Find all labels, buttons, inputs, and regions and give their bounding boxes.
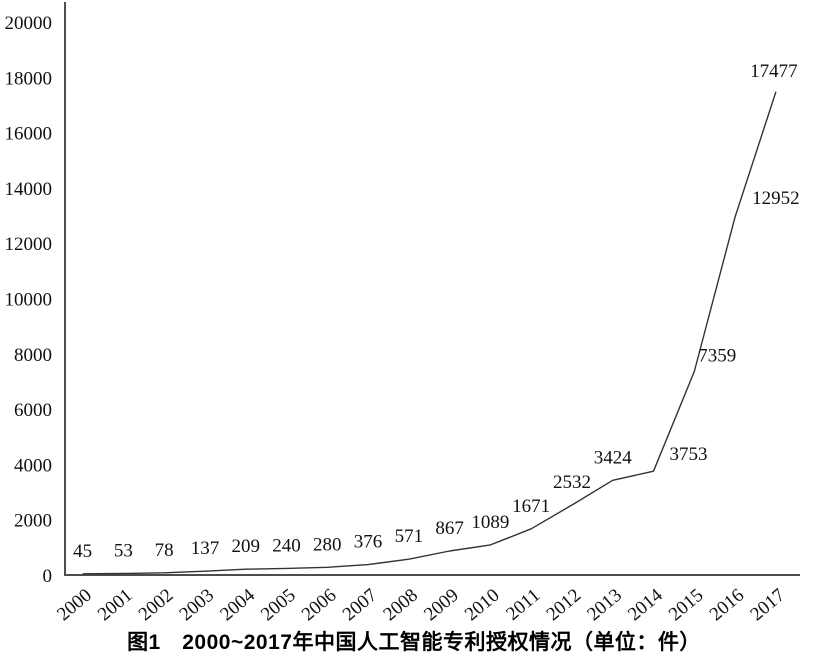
y-tick-label: 8000 bbox=[14, 345, 52, 366]
x-tick-label: 2017 bbox=[746, 585, 789, 622]
x-tick-label: 2004 bbox=[216, 584, 259, 622]
data-point-label: 376 bbox=[354, 532, 383, 553]
data-point-label: 280 bbox=[313, 534, 342, 555]
data-point-label: 17477 bbox=[750, 61, 798, 82]
data-point-label: 12952 bbox=[752, 188, 800, 209]
data-point-label: 1089 bbox=[471, 512, 509, 533]
y-tick-label: 16000 bbox=[5, 124, 53, 145]
y-tick-label: 2000 bbox=[14, 511, 52, 532]
x-tick-label: 2009 bbox=[420, 585, 463, 622]
x-tick-label: 2008 bbox=[379, 585, 422, 622]
data-point-label: 45 bbox=[73, 541, 92, 562]
data-point-label: 7359 bbox=[698, 346, 736, 367]
x-tick-label: 2006 bbox=[298, 585, 341, 622]
data-point-label: 53 bbox=[114, 541, 133, 562]
x-tick-label: 2007 bbox=[339, 585, 382, 622]
x-tick-label: 2012 bbox=[543, 585, 586, 622]
data-point-label: 209 bbox=[231, 536, 260, 557]
line-chart: 0200040006000800010000120001400016000180… bbox=[5, 2, 800, 622]
x-tick-label: 2011 bbox=[502, 585, 544, 622]
data-point-label: 3753 bbox=[670, 444, 708, 465]
data-point-label: 2532 bbox=[553, 472, 591, 493]
chart-caption: 图1 2000~2017年中国人工智能专利授权情况（单位：件） bbox=[127, 631, 701, 654]
x-tick-label: 2015 bbox=[665, 585, 708, 622]
y-tick-label: 6000 bbox=[14, 400, 52, 421]
x-tick-label: 2001 bbox=[94, 585, 137, 622]
x-tick-label: 2013 bbox=[583, 585, 626, 622]
x-tick-label: 2002 bbox=[135, 585, 178, 622]
y-tick-label: 18000 bbox=[5, 68, 53, 89]
data-point-label: 3424 bbox=[594, 447, 633, 468]
data-point-label: 1671 bbox=[512, 496, 550, 517]
y-tick-label: 20000 bbox=[5, 13, 53, 34]
y-tick-label: 0 bbox=[43, 566, 53, 587]
y-tick-label: 4000 bbox=[14, 455, 52, 476]
data-point-label: 137 bbox=[191, 538, 220, 559]
x-tick-label: 2000 bbox=[53, 585, 96, 622]
x-tick-label: 2005 bbox=[257, 585, 300, 622]
x-tick-label: 2003 bbox=[176, 585, 219, 622]
y-tick-label: 10000 bbox=[5, 290, 53, 311]
data-point-label: 867 bbox=[435, 518, 464, 539]
y-tick-label: 14000 bbox=[5, 179, 53, 200]
data-line bbox=[82, 91, 777, 575]
data-point-label: 78 bbox=[155, 540, 174, 561]
x-tick-label: 2014 bbox=[624, 584, 667, 622]
x-tick-label: 2010 bbox=[461, 585, 504, 622]
y-tick-label: 12000 bbox=[5, 234, 53, 255]
x-tick-label: 2016 bbox=[706, 585, 749, 622]
data-point-label: 571 bbox=[395, 526, 424, 547]
data-point-label: 240 bbox=[272, 535, 301, 556]
